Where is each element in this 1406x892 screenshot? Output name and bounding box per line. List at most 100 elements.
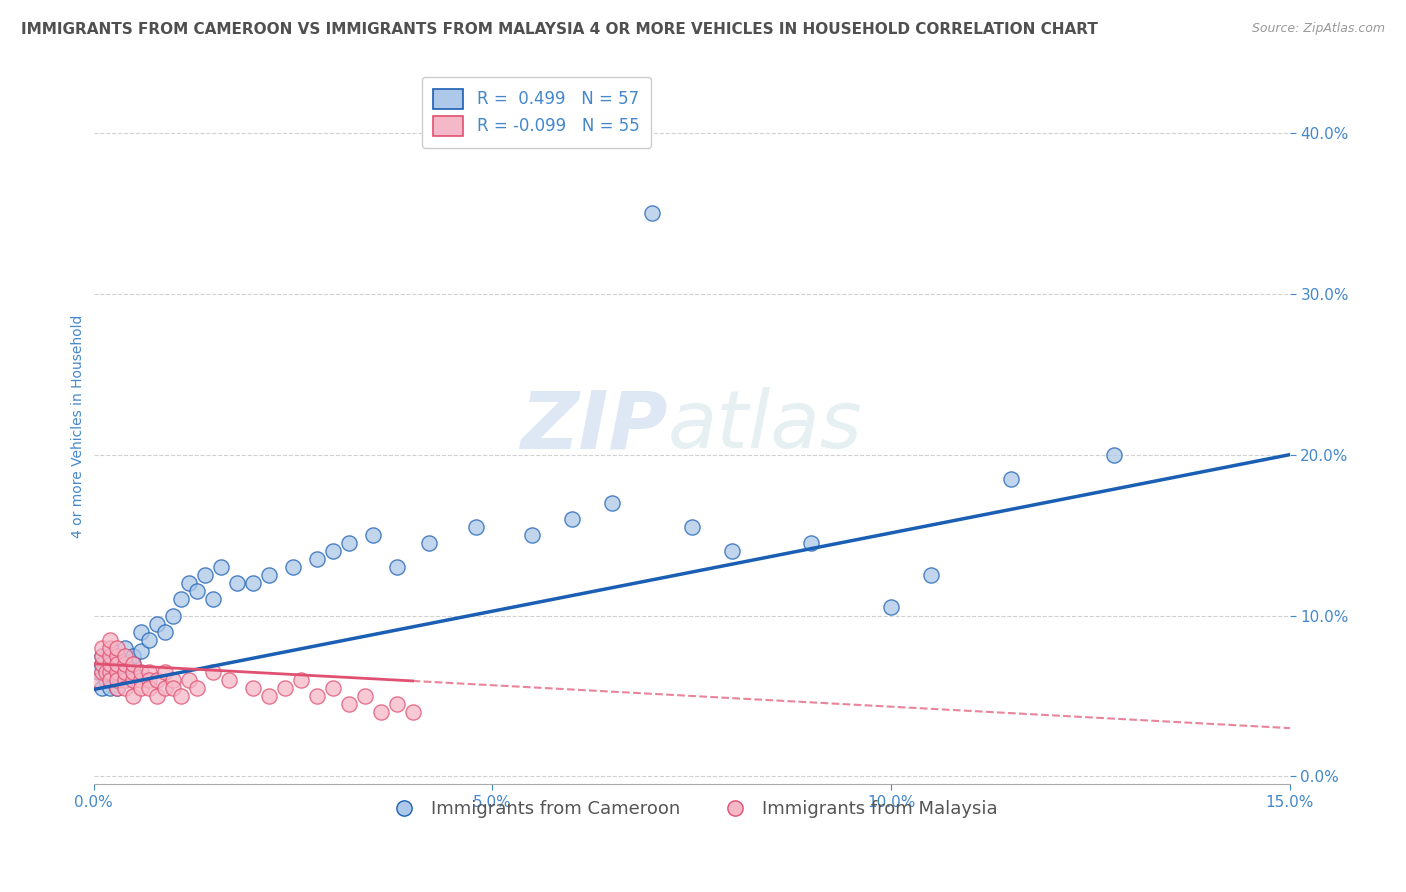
Point: [186, 584, 208, 599]
Point: [305, 552, 328, 566]
Point: [146, 689, 169, 703]
Point: [274, 681, 297, 695]
Point: [114, 665, 136, 679]
Point: [107, 673, 129, 687]
Point: [98, 665, 121, 679]
Point: [122, 665, 145, 679]
Point: [920, 568, 942, 582]
Point: [114, 657, 136, 671]
Point: [107, 660, 129, 674]
Point: [138, 632, 160, 647]
Point: [107, 673, 129, 687]
Point: [1104, 448, 1126, 462]
Point: [155, 681, 177, 695]
Text: ZIP: ZIP: [520, 387, 668, 466]
Point: [107, 657, 129, 671]
Point: [322, 681, 344, 695]
Point: [94, 673, 117, 687]
Point: [146, 616, 169, 631]
Point: [107, 665, 129, 679]
Point: [122, 657, 145, 671]
Point: [98, 681, 121, 695]
Point: [114, 640, 136, 655]
Point: [114, 673, 136, 687]
Point: [385, 697, 408, 711]
Point: [90, 640, 112, 655]
Point: [170, 592, 193, 607]
Point: [561, 512, 583, 526]
Point: [114, 648, 136, 663]
Point: [305, 689, 328, 703]
Point: [179, 576, 201, 591]
Point: [114, 673, 136, 687]
Point: [131, 673, 153, 687]
Point: [131, 681, 153, 695]
Point: [90, 657, 112, 671]
Point: [94, 665, 117, 679]
Point: [179, 673, 201, 687]
Legend: Immigrants from Cameroon, Immigrants from Malaysia: Immigrants from Cameroon, Immigrants fro…: [378, 793, 1005, 825]
Point: [720, 544, 742, 558]
Point: [114, 654, 136, 668]
Point: [681, 520, 703, 534]
Point: [122, 689, 145, 703]
Point: [418, 536, 440, 550]
Point: [98, 654, 121, 668]
Point: [86, 673, 108, 687]
Point: [114, 681, 136, 695]
Point: [146, 673, 169, 687]
Point: [90, 657, 112, 671]
Point: [122, 673, 145, 687]
Point: [337, 697, 360, 711]
Point: [98, 673, 121, 687]
Point: [186, 681, 208, 695]
Point: [98, 660, 121, 674]
Point: [107, 648, 129, 663]
Point: [162, 681, 184, 695]
Point: [465, 520, 488, 534]
Text: atlas: atlas: [668, 387, 862, 466]
Point: [131, 644, 153, 658]
Point: [281, 560, 304, 574]
Point: [114, 665, 136, 679]
Point: [170, 689, 193, 703]
Point: [290, 673, 312, 687]
Point: [98, 657, 121, 671]
Point: [98, 657, 121, 671]
Point: [242, 681, 264, 695]
Point: [107, 640, 129, 655]
Point: [800, 536, 823, 550]
Point: [242, 576, 264, 591]
Point: [155, 665, 177, 679]
Point: [90, 681, 112, 695]
Point: [361, 528, 384, 542]
Point: [122, 657, 145, 671]
Point: [122, 665, 145, 679]
Point: [641, 206, 664, 220]
Point: [162, 673, 184, 687]
Point: [202, 665, 225, 679]
Point: [107, 648, 129, 663]
Point: [107, 665, 129, 679]
Point: [322, 544, 344, 558]
Point: [107, 681, 129, 695]
Point: [90, 648, 112, 663]
Point: [218, 673, 240, 687]
Point: [401, 705, 423, 719]
Point: [107, 657, 129, 671]
Y-axis label: 4 or more Vehicles in Household: 4 or more Vehicles in Household: [72, 315, 86, 538]
Point: [98, 632, 121, 647]
Point: [138, 673, 160, 687]
Point: [385, 560, 408, 574]
Point: [86, 665, 108, 679]
Point: [202, 592, 225, 607]
Text: IMMIGRANTS FROM CAMEROON VS IMMIGRANTS FROM MALAYSIA 4 OR MORE VEHICLES IN HOUSE: IMMIGRANTS FROM CAMEROON VS IMMIGRANTS F…: [21, 22, 1098, 37]
Point: [98, 665, 121, 679]
Point: [600, 496, 623, 510]
Point: [1000, 472, 1022, 486]
Text: Source: ZipAtlas.com: Source: ZipAtlas.com: [1251, 22, 1385, 36]
Point: [131, 665, 153, 679]
Point: [257, 568, 280, 582]
Point: [880, 600, 903, 615]
Point: [107, 681, 129, 695]
